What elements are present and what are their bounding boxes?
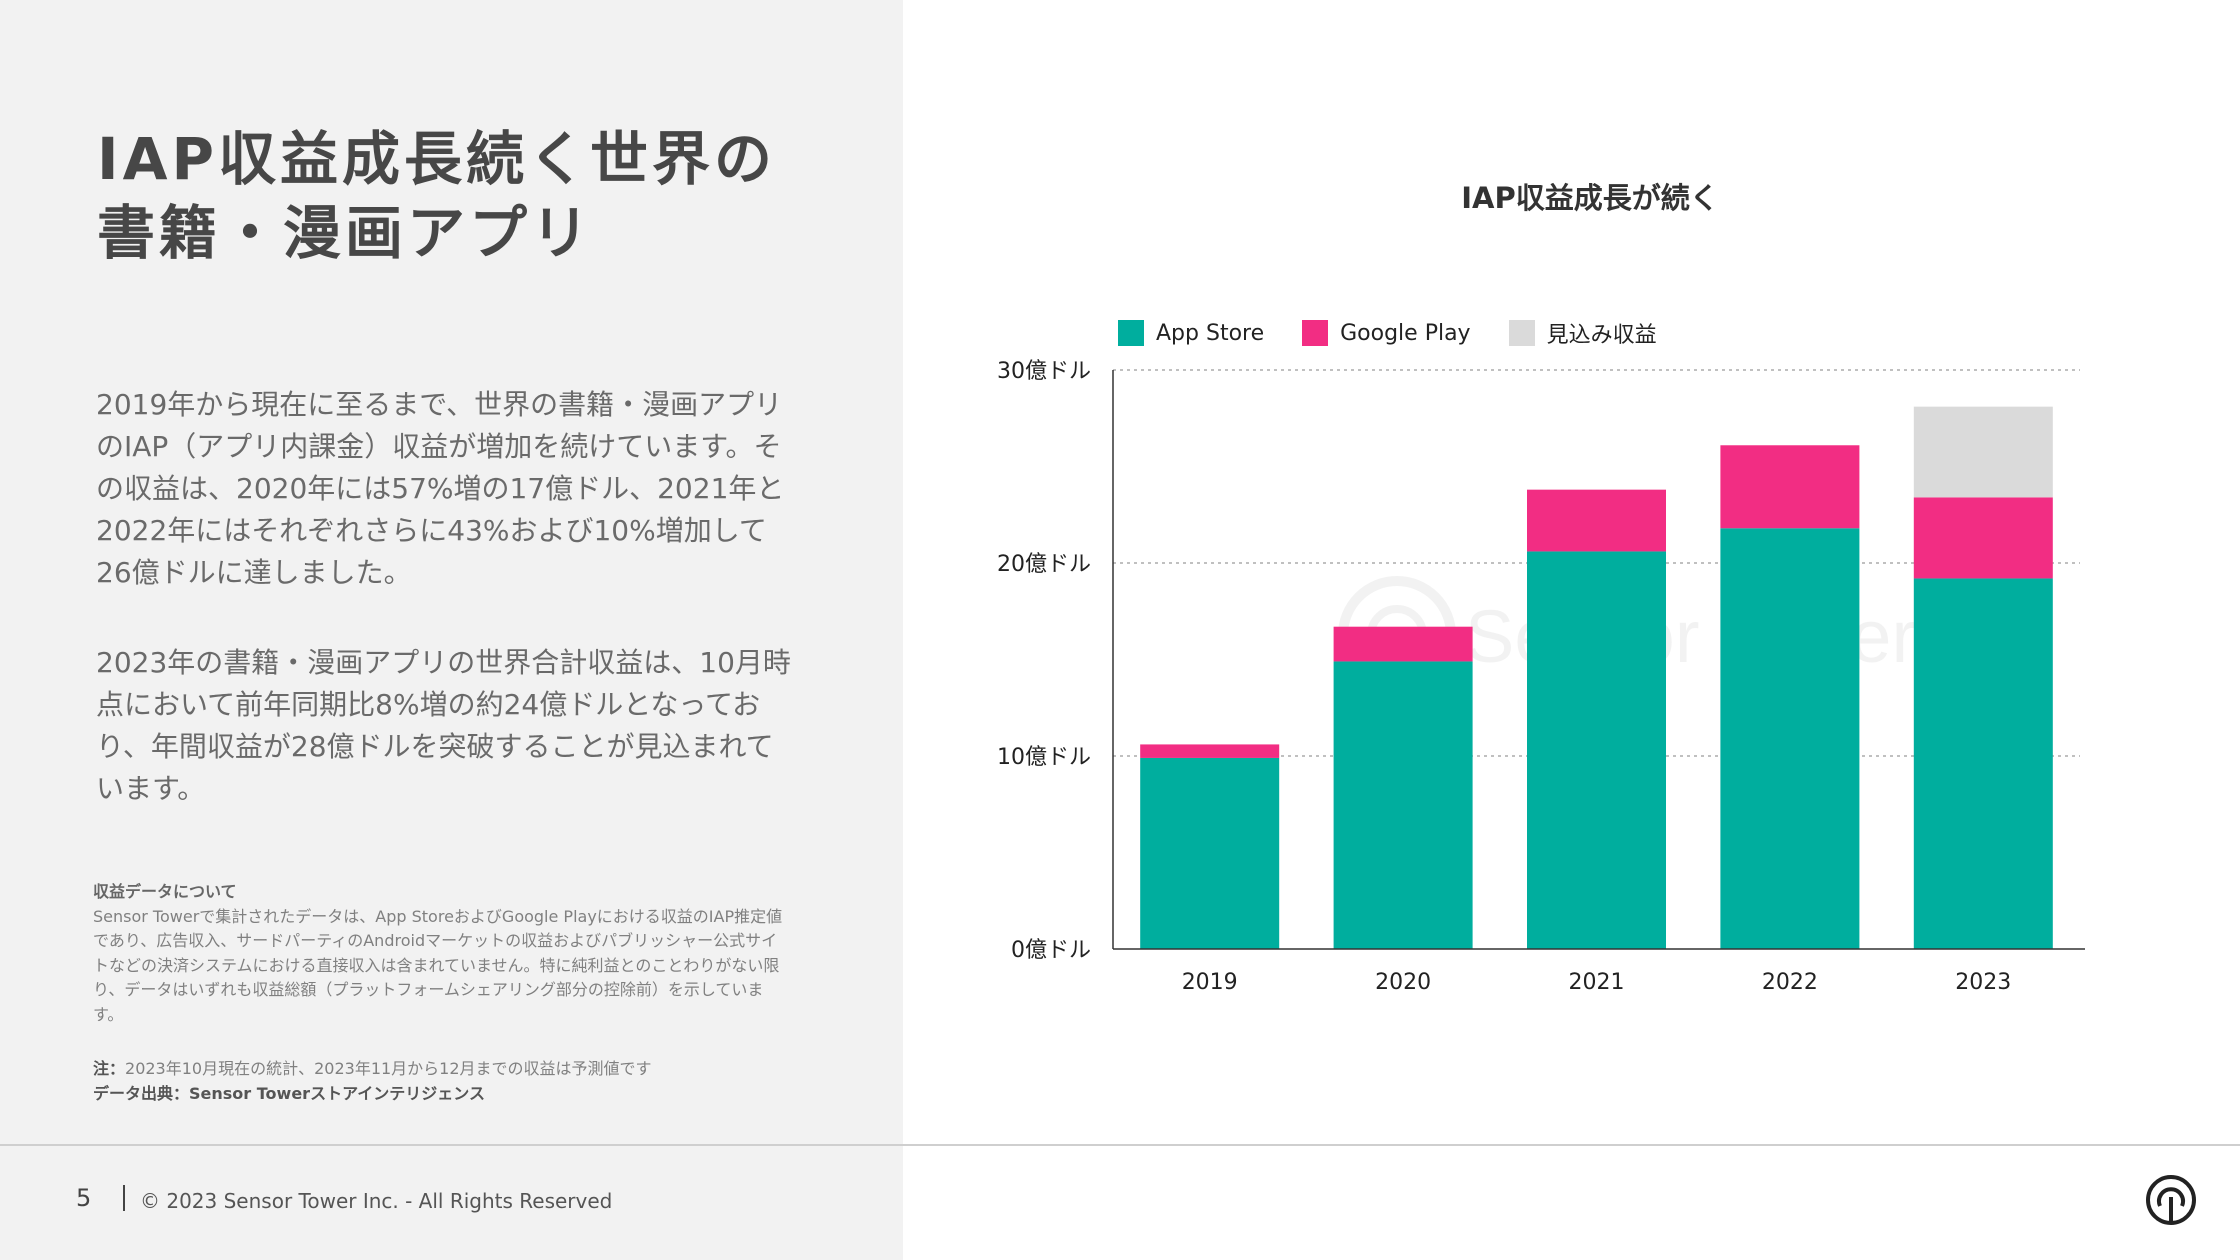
bar-app-store-2023: [1913, 578, 2053, 949]
legend-item-app-store: App Store: [1118, 320, 1264, 346]
bar-google-play-2023: [1913, 497, 2053, 579]
note-line: 注：2023年10月現在の統計、2023年11月から12月までの収益は予測値です: [93, 1057, 793, 1082]
legend-swatch-google-play: [1302, 320, 1329, 346]
x-tick-label: 2023: [1955, 970, 2011, 995]
body-paragraph-1: 2019年から現在に至るまで、世界の書籍・漫画アプリのIAP（アプリ内課金）収益…: [96, 388, 785, 589]
sensor-tower-logo-icon: [2146, 1175, 2196, 1225]
bar-app-store-2019: [1140, 757, 1280, 949]
about-data-title: 収益データについて: [93, 882, 237, 901]
bars-layer: [1140, 406, 2053, 949]
footer-divider: [0, 1144, 2240, 1146]
y-tick-label: 0億ドル: [1011, 938, 1091, 963]
bar-google-play-2020: [1333, 626, 1473, 662]
page-title-line1: IAP収益成長続く世界の: [97, 125, 776, 193]
legend-swatch-app-store: [1118, 320, 1144, 346]
legend-swatch-forecast: [1508, 320, 1535, 346]
left-panel: [0, 0, 903, 1260]
chart-title: IAP収益成長が続く: [1461, 181, 1719, 215]
y-tick-label: 10億ドル: [997, 745, 1091, 770]
bar-app-store-2022: [1720, 528, 1860, 949]
source-label: データ出典：: [93, 1083, 190, 1103]
y-tick-label: 20億ドル: [997, 552, 1091, 577]
page-title-line2: 書籍・漫画アプリ: [97, 199, 594, 267]
bar-app-store-2021: [1527, 551, 1666, 949]
bar-forecast-2023: [1913, 406, 2053, 498]
bar-google-play-2022: [1720, 445, 1860, 529]
y-tick-label: 30億ドル: [997, 359, 1091, 384]
note-text: 2023年10月現在の統計、2023年11月から12月までの収益は予測値です: [125, 1059, 652, 1078]
page-title: IAP収益成長続く世界の 書籍・漫画アプリ: [97, 122, 857, 270]
bar-app-store-2020: [1333, 661, 1473, 949]
legend-label-google-play: Google Play: [1340, 320, 1471, 346]
note-label: 注：: [93, 1059, 126, 1078]
legend-item-forecast: 見込み収益: [1508, 317, 1657, 349]
chart-legend: App Store Google Play 見込み収益: [1118, 317, 1695, 349]
footer-separator: [123, 1185, 125, 1211]
about-data-text: Sensor Towerで集計されたデータは、App StoreおよびGoogl…: [93, 906, 783, 1024]
x-tick-label: 2020: [1375, 970, 1431, 995]
x-tick-label: 2019: [1182, 970, 1238, 995]
bar-google-play-2019: [1140, 744, 1280, 758]
source-line: データ出典：Sensor Towerストアインテリジェンス: [93, 1082, 793, 1107]
legend-label-forecast: 見込み収益: [1546, 323, 1657, 348]
x-tick-label: 2022: [1762, 970, 1818, 995]
legend-label-app-store: App Store: [1156, 320, 1265, 346]
bar-google-play-2021: [1527, 489, 1666, 552]
about-data-section: 収益データについて Sensor Towerで集計されたデータは、App Sto…: [93, 880, 793, 1106]
page-number: 5: [76, 1184, 92, 1212]
body-paragraph-2: 2023年の書籍・漫画アプリの世界合計収益は、10月時点において前年同期比8%増…: [96, 646, 791, 805]
x-tick-label: 2021: [1569, 970, 1625, 995]
legend-item-google-play: Google Play: [1302, 320, 1471, 346]
source-text: Sensor Towerストアインテリジェンス: [189, 1083, 485, 1103]
axis-layer: 0億ドル 10億ドル 20億ドル 30億ドル 2019 2020 2021 2022 2023: [997, 359, 2085, 995]
copyright-text: © 2023 Sensor Tower Inc. - All Rights Re…: [140, 1189, 613, 1213]
